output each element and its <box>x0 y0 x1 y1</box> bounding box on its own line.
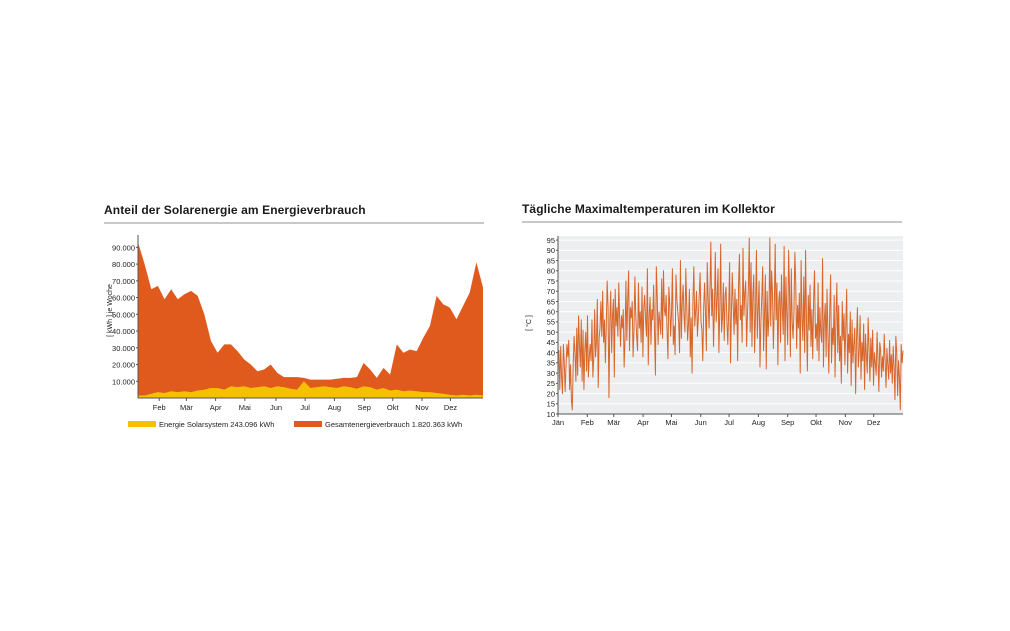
area-series-1 <box>138 381 483 398</box>
temperature-y-tick-label: 65 <box>547 297 555 306</box>
energy-x-tick-label: Jul <box>300 403 310 412</box>
temperature-y-tick-label: 10 <box>547 410 555 419</box>
temperature-y-tick-label: 50 <box>547 328 555 337</box>
temperature-series-line <box>557 237 904 411</box>
temperature-x-tick-label: Dez <box>867 418 881 427</box>
temperature-x-tick-label: Feb <box>581 418 594 427</box>
energy-legend-label-0: Energie Solarsystem 243.096 kWh <box>159 420 274 429</box>
temperature-x-tick-label: Aug <box>752 418 765 427</box>
temperature-y-tick-label: 35 <box>547 359 555 368</box>
temperature-y-tick-label: 70 <box>547 287 555 296</box>
energy-chart-title: Anteil der Solarenergie am Energieverbra… <box>104 203 366 217</box>
temperature-x-tick-label: Jul <box>724 418 734 427</box>
temperature-y-tick-label: 60 <box>547 308 555 317</box>
energy-x-tick-label: Nov <box>415 403 429 412</box>
temperature-y-tick-label: 20 <box>547 389 555 398</box>
energy-y-tick-label: 60.000 <box>112 294 135 303</box>
energy-y-tick-label: 70.000 <box>112 277 135 286</box>
energy-x-tick-label: Dez <box>444 403 458 412</box>
energy-y-tick-label: 90.000 <box>112 243 135 252</box>
energy-y-tick-label: 30.000 <box>112 344 135 353</box>
energy-x-tick-label: Mai <box>239 403 251 412</box>
energy-share-chart-panel: Anteil der Solarenergie am Energieverbra… <box>104 203 484 433</box>
temperature-x-tick-label: Mär <box>607 418 620 427</box>
energy-share-area-chart: 10.000 20.000 30.000 40.000 50.000 60.000 70.0… <box>107 235 483 429</box>
energy-y-tick-label: 40.000 <box>112 327 135 336</box>
temperature-x-tick-label: Jän <box>552 418 564 427</box>
energy-chart-title-rule <box>104 222 484 224</box>
temperature-chart-title-rule <box>522 221 902 223</box>
energy-y-tick-label: 20.000 <box>112 361 135 370</box>
temperature-x-tick-label: Sep <box>781 418 794 427</box>
temperature-y-tick-label: 40 <box>547 348 555 357</box>
energy-y-axis-label: [ kWh ] je Woche <box>107 284 114 337</box>
energy-x-tick-label: Mär <box>180 403 193 412</box>
temperature-y-tick-label: 55 <box>547 318 555 327</box>
energy-y-tick-label: 50.000 <box>112 310 135 319</box>
energy-y-tick-label: 80.000 <box>112 260 135 269</box>
area-series-0 <box>138 242 483 398</box>
temperature-x-tick-label: Okt <box>810 418 823 427</box>
temperature-y-tick-label: 85 <box>547 256 555 265</box>
energy-legend-label-1: Gesamtenergieverbrauch 1.820.363 kWh <box>325 420 462 429</box>
temperature-x-tick-label: Mai <box>665 418 677 427</box>
temperature-y-tick-label: 90 <box>547 246 555 255</box>
temperature-y-tick-label: 95 <box>547 236 555 245</box>
collector-temp-chart-panel: Tägliche Maximaltemperaturen im Kollekto… <box>522 202 904 432</box>
energy-x-tick-label: Aug <box>328 403 341 412</box>
temperature-y-tick-label: 80 <box>547 267 555 276</box>
energy-x-tick-label: Okt <box>387 403 400 412</box>
temperature-y-tick-label: 75 <box>547 277 555 286</box>
temperature-chart-title: Tägliche Maximaltemperaturen im Kollekto… <box>522 202 775 216</box>
temperature-y-tick-label: 45 <box>547 338 555 347</box>
energy-y-tick-label: 10.000 <box>112 377 135 386</box>
temperature-y-tick-label: 30 <box>547 369 555 378</box>
energy-x-tick-label: Apr <box>210 403 222 412</box>
energy-x-tick-label: Jun <box>270 403 282 412</box>
energy-x-tick-label: Sep <box>358 403 371 412</box>
temperature-y-axis-label: [ °C ] <box>525 315 533 331</box>
energy-legend-swatch-0 <box>128 421 156 427</box>
temperature-x-tick-label: Nov <box>839 418 853 427</box>
energy-legend-swatch-1 <box>294 421 322 427</box>
temperature-y-tick-label: 15 <box>547 400 555 409</box>
energy-x-tick-label: Feb <box>153 403 166 412</box>
temperature-y-tick-label: 25 <box>547 379 555 388</box>
temperature-x-tick-label: Apr <box>637 418 649 427</box>
temperature-x-tick-label: Jun <box>695 418 707 427</box>
